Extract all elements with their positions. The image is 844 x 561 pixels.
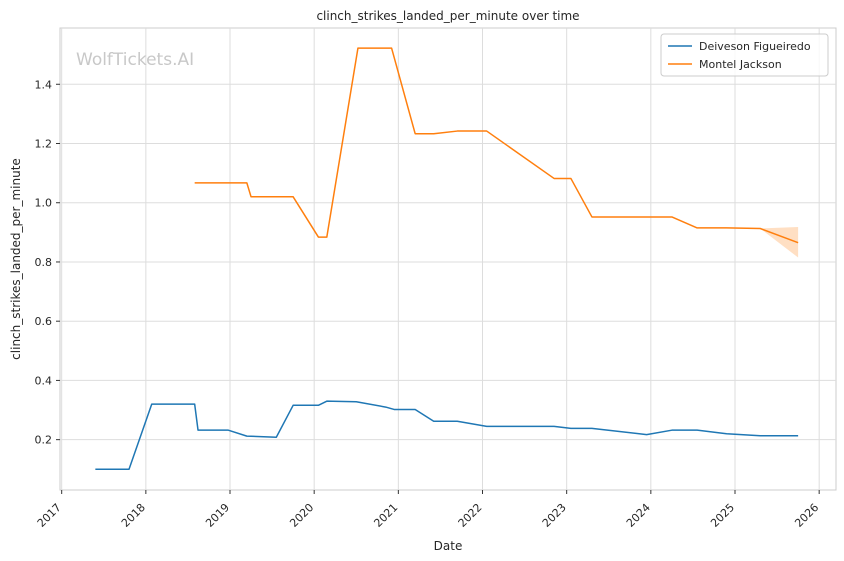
y-tick-label: 0.6 — [35, 315, 53, 328]
y-axis-ticks: 0.2 0.4 0.6 0.8 1.0 1.2 1.4 — [35, 78, 60, 447]
x-tick-label: 2026 — [792, 501, 821, 530]
x-tick-label: 2021 — [371, 501, 400, 530]
watermark: WolfTickets.AI — [76, 50, 194, 70]
x-tick-label: 2023 — [540, 501, 569, 530]
legend-label-figueiredo: Deiveson Figueiredo — [699, 40, 811, 53]
y-tick-label: 0.4 — [35, 374, 53, 387]
x-axis-title: Date — [434, 539, 463, 553]
x-tick-label: 2024 — [624, 501, 653, 530]
series-line-deiveson-figueiredo — [95, 400, 799, 471]
y-tick-label: 0.8 — [35, 256, 53, 269]
x-tick-label: 2019 — [203, 501, 232, 530]
x-tick-label: 2017 — [35, 501, 64, 530]
y-tick-label: 1.0 — [35, 197, 53, 210]
series-line-montel-jackson — [194, 47, 799, 244]
chart-title: clinch_strikes_landed_per_minute over ti… — [316, 9, 579, 23]
y-tick-label: 1.2 — [35, 138, 53, 151]
confidence-bands — [760, 227, 799, 258]
x-axis-ticks: 2017 2018 2019 2020 2021 2022 2023 2024 2025 2026 — [35, 490, 821, 530]
grid-lines — [60, 28, 836, 490]
x-tick-label: 2018 — [119, 501, 148, 530]
x-tick-label: 2022 — [456, 501, 485, 530]
legend-label-jackson: Montel Jackson — [699, 58, 782, 71]
y-axis-title: clinch_strikes_landed_per_minute — [9, 158, 23, 360]
legend-box — [660, 33, 829, 77]
series-lines — [95, 47, 799, 471]
y-tick-label: 1.4 — [35, 78, 53, 91]
x-tick-label: 2020 — [287, 501, 316, 530]
x-tick-label: 2025 — [708, 501, 737, 530]
confidence-band — [760, 227, 799, 258]
legend: Deiveson Figueiredo Montel Jackson — [660, 33, 829, 77]
y-tick-label: 0.2 — [35, 434, 53, 447]
plot-area — [59, 27, 837, 491]
